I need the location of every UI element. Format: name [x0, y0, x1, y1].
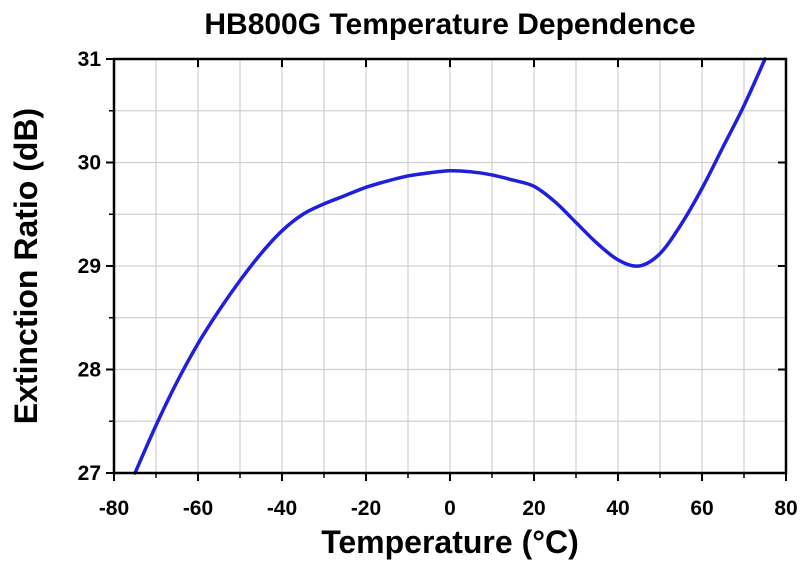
x-tick-label: 20 [522, 497, 545, 520]
x-tick-label: -20 [351, 497, 381, 520]
x-axis-label: Temperature (°C) [321, 524, 579, 560]
grid [113, 58, 787, 474]
axis-ticks [106, 58, 787, 481]
chart-title: HB800G Temperature Dependence [204, 8, 695, 41]
x-tick-label: -80 [99, 497, 129, 520]
x-tick-label: 60 [690, 497, 713, 520]
y-tick-label: 28 [78, 359, 102, 382]
y-axis-label: Extinction Ratio (dB) [8, 108, 44, 424]
x-tick-label: 80 [774, 497, 797, 520]
y-tick-label: 30 [78, 152, 101, 175]
series-layer [133, 57, 767, 475]
x-tick-label: 40 [606, 497, 629, 520]
y-tick-label: 31 [78, 48, 102, 71]
y-tick-label: 29 [78, 255, 101, 278]
axis-tick-labels: -80 -60 -40 -20 0 20 40 60 80 27 28 29 30 31 [78, 48, 798, 520]
x-tick-label: 0 [444, 497, 456, 520]
y-tick-label: 27 [78, 462, 101, 485]
series-line [133, 57, 767, 475]
x-tick-label: -60 [183, 497, 213, 520]
plot-frame [112, 57, 788, 475]
x-tick-label: -40 [267, 497, 297, 520]
